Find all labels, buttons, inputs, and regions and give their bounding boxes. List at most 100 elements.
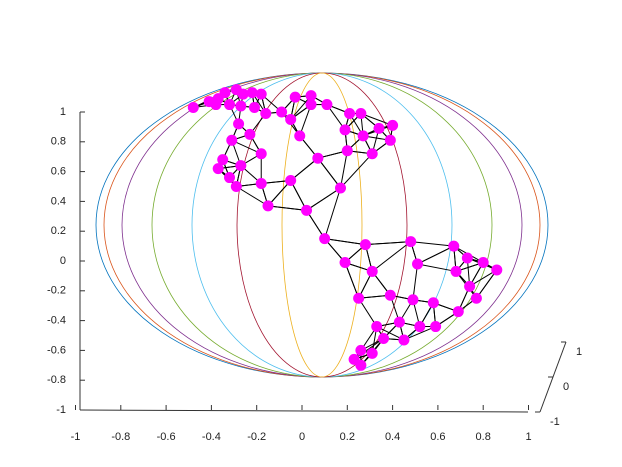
point [414, 321, 426, 333]
x-tick-label: 0 [299, 431, 305, 443]
point [237, 88, 249, 100]
mesh-edge [340, 153, 373, 189]
mesh-edge [299, 104, 312, 137]
x-tick-label: 1 [525, 431, 531, 443]
x-tick-label: 0.2 [340, 431, 355, 443]
y-tick-label: 0.8 [51, 136, 66, 148]
point [353, 292, 365, 304]
mesh-edge [290, 157, 319, 181]
point [224, 99, 236, 111]
point [378, 332, 390, 344]
point [355, 107, 367, 119]
point [233, 118, 245, 130]
point [448, 240, 460, 252]
z-tick-label: 0 [563, 381, 569, 393]
point [246, 87, 258, 99]
point [355, 344, 367, 356]
mesh-edge [403, 326, 436, 341]
meridian [281, 72, 363, 378]
point [235, 100, 247, 112]
point [407, 294, 419, 306]
y-tick-label: 0.4 [51, 195, 66, 207]
mesh-edge [267, 180, 292, 207]
point [452, 306, 464, 318]
point [260, 107, 272, 119]
point [344, 107, 356, 119]
point [387, 119, 399, 131]
point [289, 91, 301, 103]
x-tick-label: 0.4 [385, 431, 400, 443]
y-tick-label: -0.2 [47, 285, 66, 297]
point [491, 264, 503, 276]
point [321, 99, 333, 111]
y-tick-label: 0 [60, 255, 66, 267]
meridian [151, 72, 493, 378]
z-tick-label: -1 [550, 416, 560, 428]
point [312, 152, 324, 164]
mesh-edge [417, 245, 454, 265]
point [477, 256, 489, 268]
x-axis [79, 409, 529, 413]
point [285, 175, 297, 187]
point [255, 88, 267, 100]
point [217, 154, 229, 166]
point [427, 297, 439, 309]
point [262, 200, 274, 212]
point [371, 321, 383, 333]
mesh-edge [353, 338, 384, 360]
point [285, 113, 297, 125]
point [335, 182, 347, 194]
mesh-edge [412, 263, 419, 300]
mesh-edge [290, 180, 307, 211]
point [355, 359, 367, 371]
point [384, 134, 396, 146]
mesh-edge [344, 262, 360, 299]
x-tick-label: 0.6 [430, 431, 445, 443]
point [224, 172, 236, 184]
mesh-edge [306, 187, 341, 211]
point [244, 128, 256, 140]
point [412, 258, 424, 270]
point [210, 99, 222, 111]
mesh-edge [365, 241, 411, 246]
point [255, 148, 267, 160]
point [359, 239, 371, 251]
point [366, 347, 378, 359]
point [248, 102, 260, 114]
z-tick-label: 1 [576, 346, 582, 358]
mesh-edge [410, 241, 454, 247]
mesh-edge [360, 113, 393, 126]
mesh-edge [267, 205, 307, 211]
mesh-edge [475, 269, 498, 299]
meridian [103, 72, 541, 378]
point [305, 99, 317, 111]
mesh-edge [236, 186, 269, 207]
point [226, 134, 238, 146]
y-tick-label: 1 [60, 106, 66, 118]
y-tick-label: -0.6 [47, 344, 66, 356]
point [276, 106, 288, 118]
point [366, 265, 378, 277]
point [301, 204, 313, 216]
point [470, 292, 482, 304]
point [230, 181, 242, 192]
point [464, 280, 476, 292]
point [305, 90, 317, 102]
mesh-edge [324, 238, 366, 246]
point [319, 233, 331, 245]
meridian [121, 72, 523, 378]
point [219, 87, 231, 99]
sphere-wireframe [95, 72, 549, 378]
mesh-edge [324, 187, 341, 239]
x-tick-label: -0.8 [111, 431, 130, 443]
meridian [191, 72, 453, 378]
mesh-edge [317, 157, 341, 189]
x-tick-label: -0.4 [202, 431, 221, 443]
point [373, 122, 385, 134]
point [339, 256, 351, 268]
mesh-edge [371, 241, 412, 272]
mesh-edge [306, 210, 326, 239]
x-tick-label: -1 [71, 431, 81, 443]
point [398, 334, 410, 346]
